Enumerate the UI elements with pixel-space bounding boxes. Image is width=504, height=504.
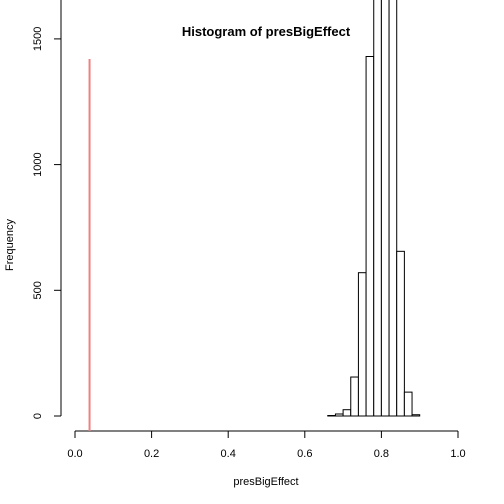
x-tick-label: 1.0 [450,448,465,460]
histogram-bar [334,413,344,417]
histogram-bar [411,414,421,417]
y-tick-label: 500 [32,281,44,299]
histogram-bar [327,415,336,417]
x-tick-label: 0.8 [374,448,389,460]
histogram-bar [403,391,413,417]
x-axis-label: presBigEffect [233,476,298,488]
y-axis: 05001000150020002500 [32,0,62,419]
y-tick-label: 1000 [32,152,44,176]
histogram-bar [342,409,352,417]
histogram-bar [380,0,390,417]
x-tick-label: 0.2 [144,448,159,460]
x-tick-label: 0.4 [221,448,236,460]
x-tick-label: 0.6 [297,448,312,460]
histogram-bar [350,376,359,417]
histogram-bar [396,250,405,417]
y-axis-label: Frequency [4,219,16,271]
y-tick-label: 0 [32,413,44,419]
x-axis: 0.0 0.2 0.4 0.6 0.8 1.0 [67,430,466,460]
chart-title: Histogram of presBigEffect [182,24,351,39]
histogram-bar [357,272,367,417]
histogram-bar [365,56,375,417]
histogram-bar [373,0,382,417]
y-tick-label: 1500 [32,27,44,51]
histogram-bar [388,0,398,417]
histogram-bars [327,0,421,417]
x-tick-label: 0.0 [67,448,82,460]
